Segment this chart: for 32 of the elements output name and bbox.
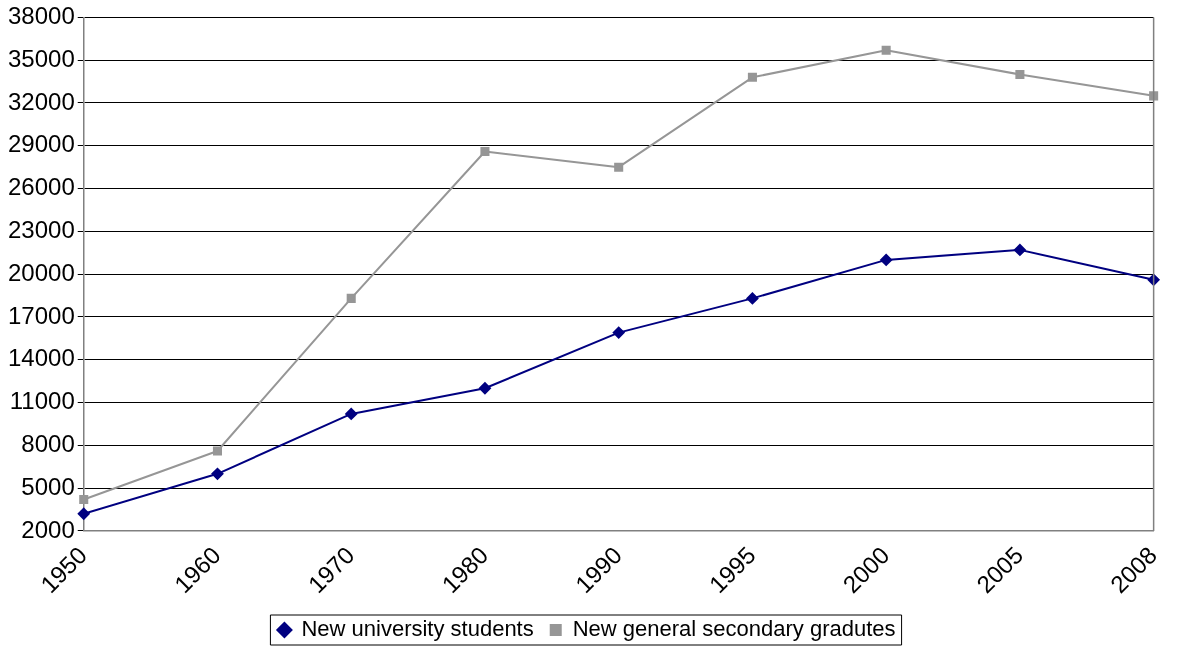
point: [746, 292, 759, 305]
point: [612, 326, 625, 339]
legend-label: New university students: [301, 616, 534, 642]
y-tick-label: 32000: [7, 87, 75, 115]
point: [747, 72, 757, 82]
y-tick-label: 11000: [9, 387, 75, 415]
point: [212, 446, 223, 456]
point: [880, 253, 893, 266]
legend-label: New general secondary gradutes: [572, 616, 896, 642]
point: [1013, 243, 1026, 256]
point: [211, 467, 224, 480]
point: [480, 146, 490, 157]
y-tick-label: 8000: [21, 429, 75, 457]
point: [478, 382, 491, 395]
y-tick-label: 14000: [7, 344, 75, 372]
y-tick-label: 5000: [21, 472, 75, 500]
y-tick-label: 2000: [21, 515, 75, 543]
y-tick-label: 26000: [7, 173, 75, 201]
point: [881, 45, 891, 55]
point: [1149, 91, 1159, 101]
y-tick-label: 20000: [7, 258, 75, 286]
point: [1015, 69, 1025, 79]
y-tick-label: 29000: [7, 130, 75, 158]
point: [346, 293, 356, 303]
point: [79, 494, 89, 505]
point: [345, 407, 358, 420]
y-tick-label: 23000: [7, 215, 75, 243]
point: [614, 162, 624, 172]
point: [77, 507, 90, 520]
y-tick-label: 17000: [7, 301, 75, 329]
y-tick-label: 38000: [7, 2, 75, 30]
y-tick-label: 35000: [7, 44, 75, 72]
